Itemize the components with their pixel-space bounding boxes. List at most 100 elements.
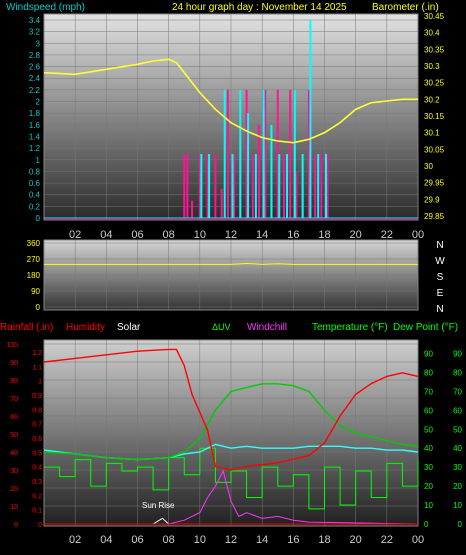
barometer-tick-label: 30	[424, 162, 433, 171]
rainfall-tick-label: 0.7	[32, 422, 42, 429]
hour-tick-label: 04	[100, 534, 112, 546]
temperature-tick-label: 0	[424, 520, 429, 529]
rainfall-axis-title: Rainfall (.in)	[0, 322, 53, 333]
wind-direction-line	[44, 262, 418, 265]
barometer-tick-label: 30.1	[424, 129, 440, 138]
rainfall-tick-labels: 1.2 1.1 1 0.9 0.8 0.7 0.6 0.5 0.4 0.3 0.2 0.1 0	[32, 350, 42, 529]
rainfall-tick-label: 1.1	[32, 364, 42, 371]
barometer-axis-title: Barometer (.in)	[372, 2, 439, 13]
rainfall-tick-label: 0.9	[32, 393, 42, 400]
barometer-tick-label: 30.2	[424, 95, 440, 104]
humidity-tick-label: 80	[10, 378, 18, 385]
direction-tick-labels: 360 270 180 90 0	[27, 239, 41, 312]
dewpoint-tick-label: 10	[453, 501, 462, 510]
temperature-tick-label: 60	[424, 406, 433, 415]
temperature-tick-label: 90	[424, 349, 433, 358]
temperature-tick-label: 70	[424, 387, 433, 396]
compass-label: W	[435, 256, 445, 267]
windchill-line	[44, 469, 419, 525]
wind-direction-series	[44, 262, 418, 265]
dewpoint-tick-label: 90	[453, 349, 462, 358]
dewpoint-tick-label: 0	[458, 520, 463, 529]
windspeed-tick-label: 0.6	[29, 179, 41, 188]
uv-axis-title: ΔUV	[212, 322, 231, 332]
hour-tick-label: 06	[131, 229, 143, 241]
dewpoint-tick-label: 30	[453, 463, 462, 472]
hour-tick-labels-bottom: 02 04 06 08 10 12 14 16 18 20 22 00	[69, 534, 424, 546]
windspeed-tick-label: 2	[36, 98, 41, 107]
rainfall-tick-label: 0.4	[32, 465, 42, 472]
dewpoint-tick-label: 80	[453, 368, 462, 377]
uv-line	[44, 447, 419, 510]
hour-tick-label: 00	[412, 229, 424, 241]
wind-barometer-grid	[44, 14, 419, 220]
hour-tick-label: 18	[318, 534, 330, 546]
temperature-tick-label: 50	[424, 425, 433, 434]
hour-tick-label: 00	[412, 534, 424, 546]
rainfall-tick-label: 0.5	[32, 450, 42, 457]
compass-label: N	[436, 304, 443, 315]
windspeed-tick-label: 3	[36, 39, 41, 48]
hour-tick-label: 02	[69, 534, 81, 546]
windspeed-tick-label: 0.4	[29, 191, 41, 200]
barometer-tick-label: 29.95	[424, 179, 445, 188]
hour-tick-label: 10	[194, 534, 206, 546]
windspeed-tick-label: 0.2	[29, 202, 41, 211]
hour-tick-label: 14	[256, 534, 268, 546]
hour-tick-label: 16	[287, 229, 299, 241]
wind-barometer-series	[43, 20, 418, 220]
barometer-tick-label: 30.4	[424, 29, 440, 38]
hour-tick-label: 02	[69, 229, 81, 241]
temperature-tick-label: 20	[424, 482, 433, 491]
temperature-axis-title: Temperature (°F)	[312, 322, 388, 333]
hour-tick-label: 12	[225, 534, 237, 546]
humidity-line	[43, 348, 419, 471]
barometer-tick-label: 30.05	[424, 145, 445, 154]
temperature-tick-label: 80	[424, 368, 433, 377]
hour-tick-label: 22	[381, 534, 393, 546]
humidity-tick-label: 40	[10, 450, 18, 457]
temperature-tick-label: 10	[424, 501, 433, 510]
compass-label: N	[436, 240, 443, 251]
sun-rise-annotation: Sun Rise	[142, 501, 175, 510]
wind-direction-grid	[44, 240, 419, 310]
hour-tick-labels-top: 02 04 06 08 10 12 14 16 18 20 22 00	[69, 229, 424, 241]
windspeed-tick-label: 3.2	[29, 28, 41, 37]
barometer-tick-label: 30.35	[424, 45, 445, 54]
humidity-tick-label: 0	[14, 522, 18, 529]
temperature-line	[43, 383, 419, 461]
hour-tick-label: 20	[350, 534, 362, 546]
windspeed-tick-labels: 3.4 3.2 3 2.8 2.6 2.4 2.2 2 1.8 1.6 1.4 1.2 1 0.8 0.6 0…	[29, 16, 41, 223]
temperature-tick-labels: 90 90 80 80 70 70 60 60 50 50 40 40 30 30 20 20 10 10 0 0	[424, 349, 463, 529]
rainfall-tick-label: 0.8	[32, 407, 42, 414]
windspeed-tick-label: 2.8	[29, 51, 41, 60]
solar-axis-title: Solar	[117, 322, 141, 333]
windspeed-tick-label: 1.6	[29, 121, 41, 130]
hour-tick-label: 12	[225, 229, 237, 241]
direction-tick-label: 0	[36, 303, 41, 312]
dewpoint-tick-label: 20	[453, 482, 462, 491]
direction-tick-label: 360	[27, 239, 41, 248]
direction-tick-label: 180	[27, 271, 41, 280]
humidity-tick-label: 20	[10, 486, 18, 493]
humidity-tick-label: 90	[10, 360, 18, 367]
hour-tick-label: 04	[100, 229, 112, 241]
humidity-axis-title: Humidity	[66, 322, 105, 333]
windspeed-tick-label: 1	[36, 156, 41, 165]
barometer-tick-label: 30.25	[424, 79, 445, 88]
rainfall-tick-label: 1.2	[32, 350, 42, 357]
hour-tick-label: 18	[318, 229, 330, 241]
barometer-tick-label: 30.15	[424, 112, 445, 121]
rainfall-tick-label: 0.1	[32, 508, 42, 515]
hour-tick-label: 08	[163, 229, 175, 241]
windspeed-tick-label: 1.8	[29, 109, 41, 118]
wind-axis-title: Windspeed (mph)	[6, 2, 85, 13]
dewpoint-axis-title: Dew Point (°F)	[393, 322, 458, 333]
temperature-humidity-series	[43, 348, 419, 525]
barometer-tick-label: 29.9	[424, 195, 440, 204]
direction-tick-label: 270	[27, 255, 41, 264]
rainfall-tick-label: 0	[38, 522, 42, 529]
